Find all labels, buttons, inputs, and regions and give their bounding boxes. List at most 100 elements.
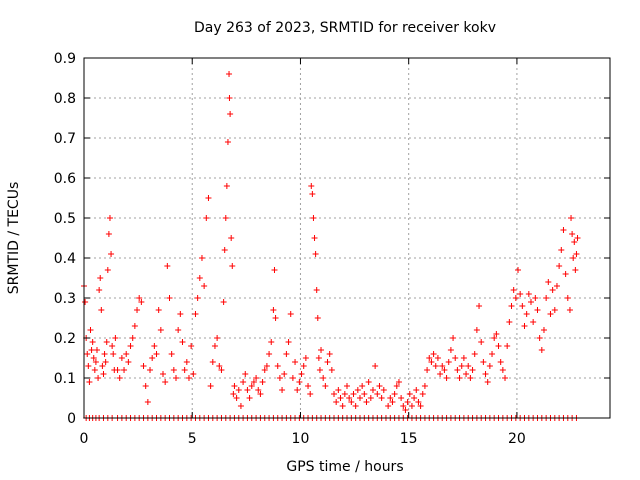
chart-title: Day 263 of 2023, SRMTID for receiver kok… (194, 20, 496, 36)
data-point (257, 391, 264, 397)
data-point (465, 363, 472, 369)
data-point (307, 391, 314, 397)
data-point (437, 371, 444, 377)
data-point (300, 363, 307, 369)
data-point (283, 351, 290, 357)
data-point (434, 355, 441, 361)
data-point (486, 363, 493, 369)
data-point (228, 235, 235, 241)
data-point (369, 387, 376, 393)
data-point (558, 247, 565, 253)
y-tick-label: 0.5 (54, 211, 76, 227)
data-point (499, 367, 506, 373)
data-point (549, 287, 556, 293)
data-point (214, 335, 221, 341)
data-point (447, 347, 454, 353)
data-point (138, 299, 145, 305)
data-point (172, 375, 179, 381)
data-point (308, 183, 315, 189)
data-point (134, 307, 141, 313)
data-point (497, 359, 504, 365)
data-point (551, 307, 558, 313)
y-axis-label: SRMTID / TECUs (6, 182, 22, 295)
data-point (109, 343, 116, 349)
data-point (100, 371, 107, 377)
data-point (480, 359, 487, 365)
data-point (389, 399, 396, 405)
data-point (502, 375, 509, 381)
data-point (246, 395, 253, 401)
data-point (406, 391, 413, 397)
data-point (415, 399, 422, 405)
data-point (250, 379, 257, 385)
data-point (527, 299, 534, 305)
data-point (341, 391, 348, 397)
x-tick-label: 0 (80, 431, 89, 447)
data-point (88, 347, 95, 353)
data-point (136, 295, 143, 301)
data-point (190, 371, 197, 377)
data-point (571, 239, 578, 245)
data-point (568, 215, 575, 221)
data-point (456, 375, 463, 381)
data-point (493, 331, 500, 337)
data-point (324, 359, 331, 365)
data-point (411, 395, 418, 401)
data-point (469, 367, 476, 373)
data-point (404, 399, 411, 405)
data-point (121, 367, 128, 373)
data-point (242, 371, 249, 377)
data-point (348, 399, 355, 405)
data-point (337, 395, 344, 401)
data-point (428, 359, 435, 365)
data-point (233, 395, 240, 401)
data-point (314, 315, 321, 321)
data-point (127, 343, 134, 349)
grid (84, 58, 610, 418)
data-point (261, 367, 268, 373)
data-point (289, 375, 296, 381)
data-point (467, 375, 474, 381)
data-point (266, 351, 273, 357)
data-point (211, 343, 218, 349)
data-point (310, 215, 317, 221)
data-point (222, 215, 229, 221)
data-point (125, 359, 132, 365)
y-tick-label: 0 (67, 411, 76, 427)
data-point (102, 359, 109, 365)
data-point (385, 403, 392, 409)
data-point (157, 327, 164, 333)
data-point (426, 355, 433, 361)
data-point (95, 375, 102, 381)
data-point (387, 395, 394, 401)
data-point (92, 359, 99, 365)
data-point (417, 403, 424, 409)
data-point (359, 383, 366, 389)
data-point (346, 395, 353, 401)
data-point (372, 363, 379, 369)
ticks (83, 57, 610, 419)
data-point (226, 71, 233, 77)
data-point (272, 315, 279, 321)
data-point (463, 371, 470, 377)
data-point (116, 375, 123, 381)
data-point (305, 383, 312, 389)
data-point (192, 311, 199, 317)
data-point (573, 251, 580, 257)
data-point (259, 379, 266, 385)
data-point (553, 283, 560, 289)
data-point (458, 363, 465, 369)
data-point (168, 351, 175, 357)
data-point (177, 311, 184, 317)
data-point (400, 403, 407, 409)
data-point (164, 263, 171, 269)
data-point (510, 287, 517, 293)
data-point (491, 335, 498, 341)
data-point (87, 327, 94, 333)
data-point (268, 339, 275, 345)
data-point (229, 263, 236, 269)
data-point (166, 295, 173, 301)
y-tick-label: 0.6 (54, 171, 76, 187)
data-point (198, 255, 205, 261)
data-point (569, 231, 576, 237)
